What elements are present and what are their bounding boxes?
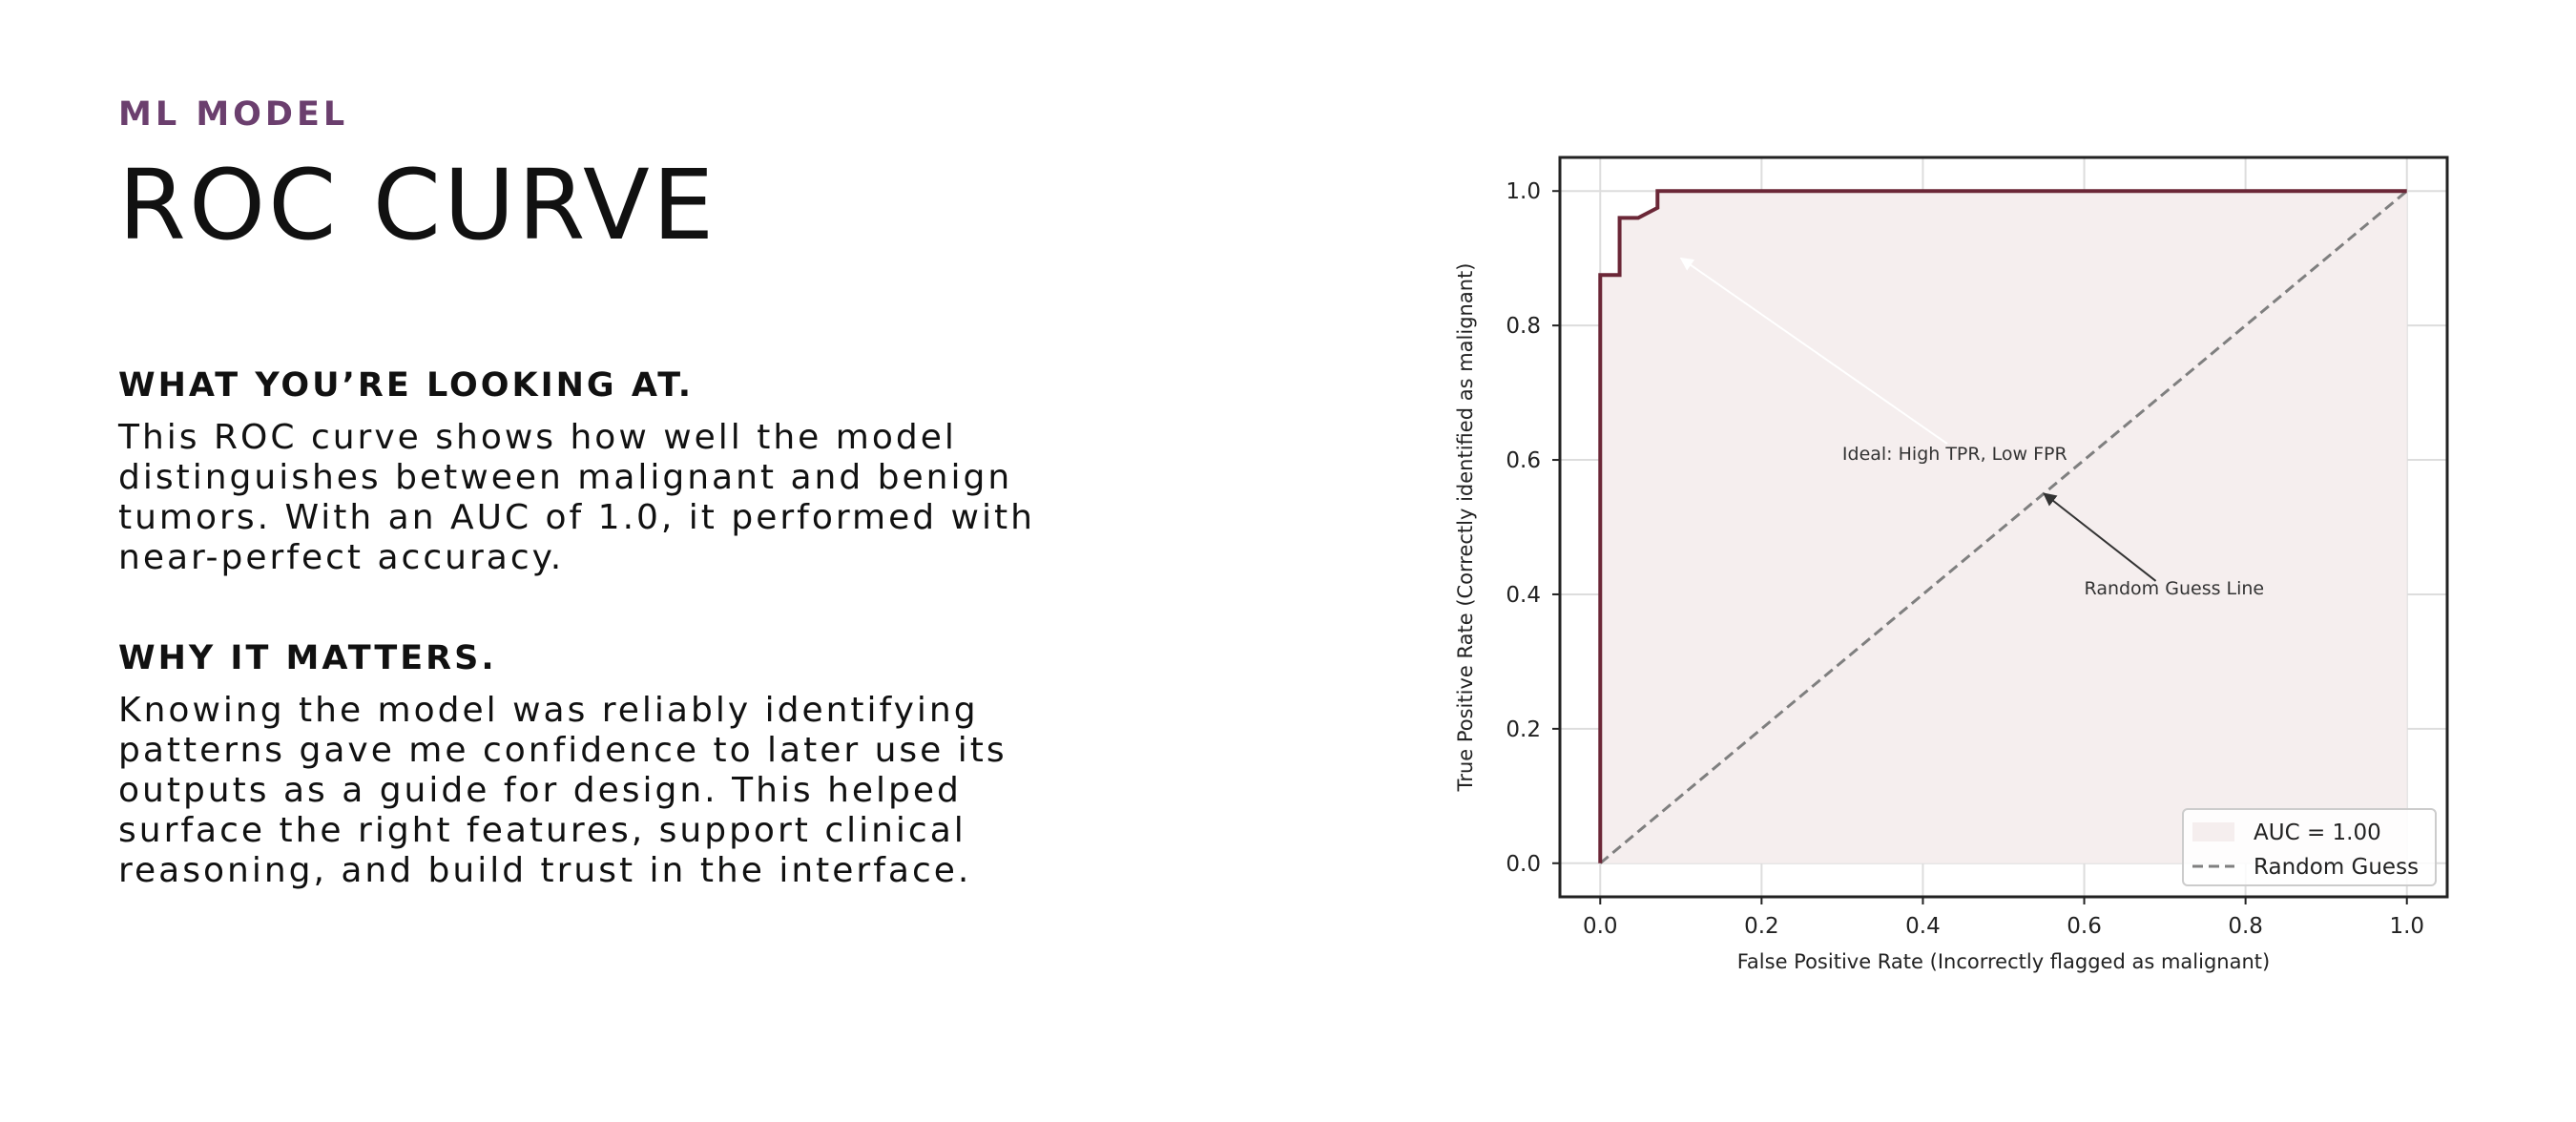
x-tick-label: 0.2	[1744, 914, 1779, 939]
annotation-arrow	[1679, 257, 1948, 445]
x-tick-label: 0.4	[1905, 914, 1941, 939]
section-why-matters: WHY IT MATTERS. Knowing the model was re…	[118, 639, 1120, 891]
text-panel: ML MODEL ROC CURVE WHAT YOU’RE LOOKING A…	[118, 95, 1120, 891]
legend-swatch-auc	[2192, 822, 2234, 842]
page-title: ROC CURVE	[118, 149, 717, 262]
x-tick-label: 0.8	[2228, 914, 2263, 939]
section-heading: WHY IT MATTERS.	[118, 639, 497, 678]
annotation-label: Random Guess Line	[2085, 578, 2265, 599]
y-axis-label: True Positive Rate (Correctly identified…	[1454, 263, 1477, 793]
axes-frame	[1558, 156, 2449, 899]
roc-chart: Ideal: High TPR, Low FPR Random Guess Lin…	[1441, 134, 2490, 992]
y-tick-label: 1.0	[1506, 179, 1541, 204]
annotation-label: Ideal: High TPR, Low FPR	[1842, 444, 2067, 465]
x-tick-label: 1.0	[2389, 914, 2424, 939]
plot-data	[1598, 189, 2408, 864]
legend-box	[2182, 808, 2437, 886]
section-looking-at: WHAT YOU’RE LOOKING AT. This ROC curve s…	[118, 366, 1120, 578]
random-guess-line	[1599, 190, 2408, 864]
section-body: This ROC curve shows how well the model …	[118, 418, 1035, 578]
legend-label: Random Guess	[2254, 855, 2419, 880]
axes: 0.0 0.2 0.4 0.6 0.8 1.0 0.0 0.2 0.4 0.6 0.8 1.0 Fals…	[1454, 156, 2449, 973]
legend-label: AUC = 1.00	[2254, 821, 2381, 845]
annotations: Ideal: High TPR, Low FPR Random Guess Lin…	[1679, 257, 2265, 599]
section-heading: WHAT YOU’RE LOOKING AT.	[118, 366, 695, 405]
annotation-arrow	[2043, 492, 2157, 582]
y-tick-label: 0.4	[1506, 583, 1541, 608]
y-tick-label: 0.8	[1506, 314, 1541, 339]
y-tick-label: 0.0	[1506, 852, 1541, 877]
legend: AUC = 1.00 Random Guess	[2182, 808, 2437, 886]
x-tick-label: 0.6	[2067, 914, 2102, 939]
section-body: Knowing the model was reliably identifyi…	[118, 691, 1008, 891]
x-tick-label: 0.0	[1583, 914, 1618, 939]
roc-curve-line	[1598, 189, 2407, 863]
eyebrow-label: ML MODEL	[118, 95, 349, 134]
y-tick-label: 0.6	[1506, 448, 1541, 473]
y-tick-label: 0.2	[1506, 717, 1541, 742]
roc-chart-svg: Ideal: High TPR, Low FPR Random Guess Lin…	[1454, 156, 2449, 973]
x-axis-label: False Positive Rate (Incorrectly flagged…	[1737, 950, 2270, 973]
